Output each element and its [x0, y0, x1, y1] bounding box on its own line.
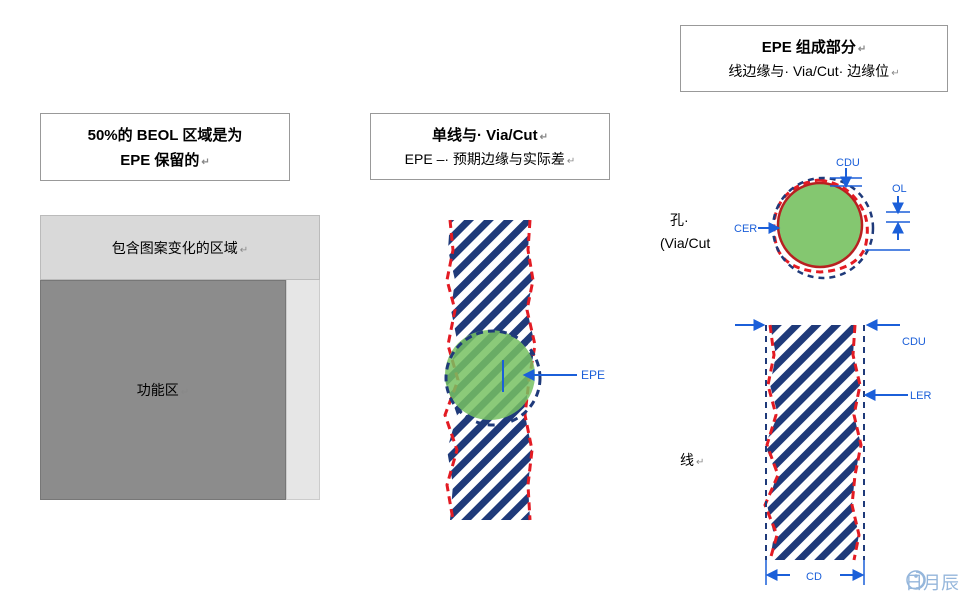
- panel3-ler-label: LER: [910, 390, 931, 402]
- panel1-diagram: 包含图案变化的区域 功能区: [40, 215, 320, 500]
- panel2-caption-line2: EPE –· 预期边缘与实际差: [385, 149, 595, 169]
- panel1-function-region: 功能区: [40, 280, 286, 500]
- panel1-pattern-region: 包含图案变化的区域: [40, 215, 320, 280]
- panel2-via-fill: [445, 330, 535, 420]
- watermark-icon: [905, 569, 927, 591]
- panel1-caption: 50%的 BEOL 区域是为 EPE 保留的: [40, 113, 290, 181]
- panel3-svg: CDU OL CER CDU LER CD: [650, 150, 970, 600]
- panel3-cd-label: CD: [806, 571, 822, 583]
- panel2-diagram: EPE: [395, 210, 605, 520]
- watermark: 日月辰: [905, 569, 959, 595]
- panel2-caption: 单线与· Via/Cut EPE –· 预期边缘与实际差: [370, 113, 610, 180]
- panel1-side-region: [286, 280, 320, 500]
- panel3-caption-line1: EPE 组成部分: [695, 36, 933, 57]
- panel1-caption-line2: EPE 保留的: [55, 149, 275, 170]
- panel2-epe-label: EPE: [581, 368, 605, 382]
- panel3-ol-label: OL: [892, 183, 907, 195]
- panel3-line-body: [765, 325, 861, 560]
- panel3-caption-line2: 线边缘与· Via/Cut· 边缘位: [695, 61, 933, 81]
- panel2-caption-line1: 单线与· Via/Cut: [385, 124, 595, 145]
- panel3-cer-label: CER: [734, 223, 757, 235]
- panel1-pattern-label: 包含图案变化的区域: [112, 238, 248, 258]
- panel3-cdu2-label: CDU: [902, 336, 926, 348]
- panel2-svg: EPE: [395, 210, 635, 530]
- panel3-cdu-label: CDU: [836, 157, 860, 169]
- panel3-caption: EPE 组成部分 线边缘与· Via/Cut· 边缘位: [680, 25, 948, 92]
- panel1-caption-line1: 50%的 BEOL 区域是为: [55, 124, 275, 145]
- panel1-function-label: 功能区: [137, 380, 189, 400]
